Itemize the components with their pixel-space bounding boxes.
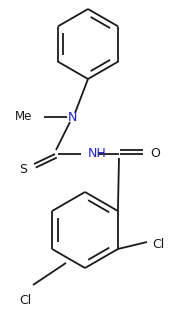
Text: Cl: Cl xyxy=(19,294,31,307)
Text: NH: NH xyxy=(88,147,107,159)
Text: O: O xyxy=(150,147,160,159)
Text: Cl: Cl xyxy=(152,239,164,251)
Text: S: S xyxy=(19,163,27,175)
Text: Me: Me xyxy=(15,109,32,122)
Text: N: N xyxy=(67,110,77,124)
